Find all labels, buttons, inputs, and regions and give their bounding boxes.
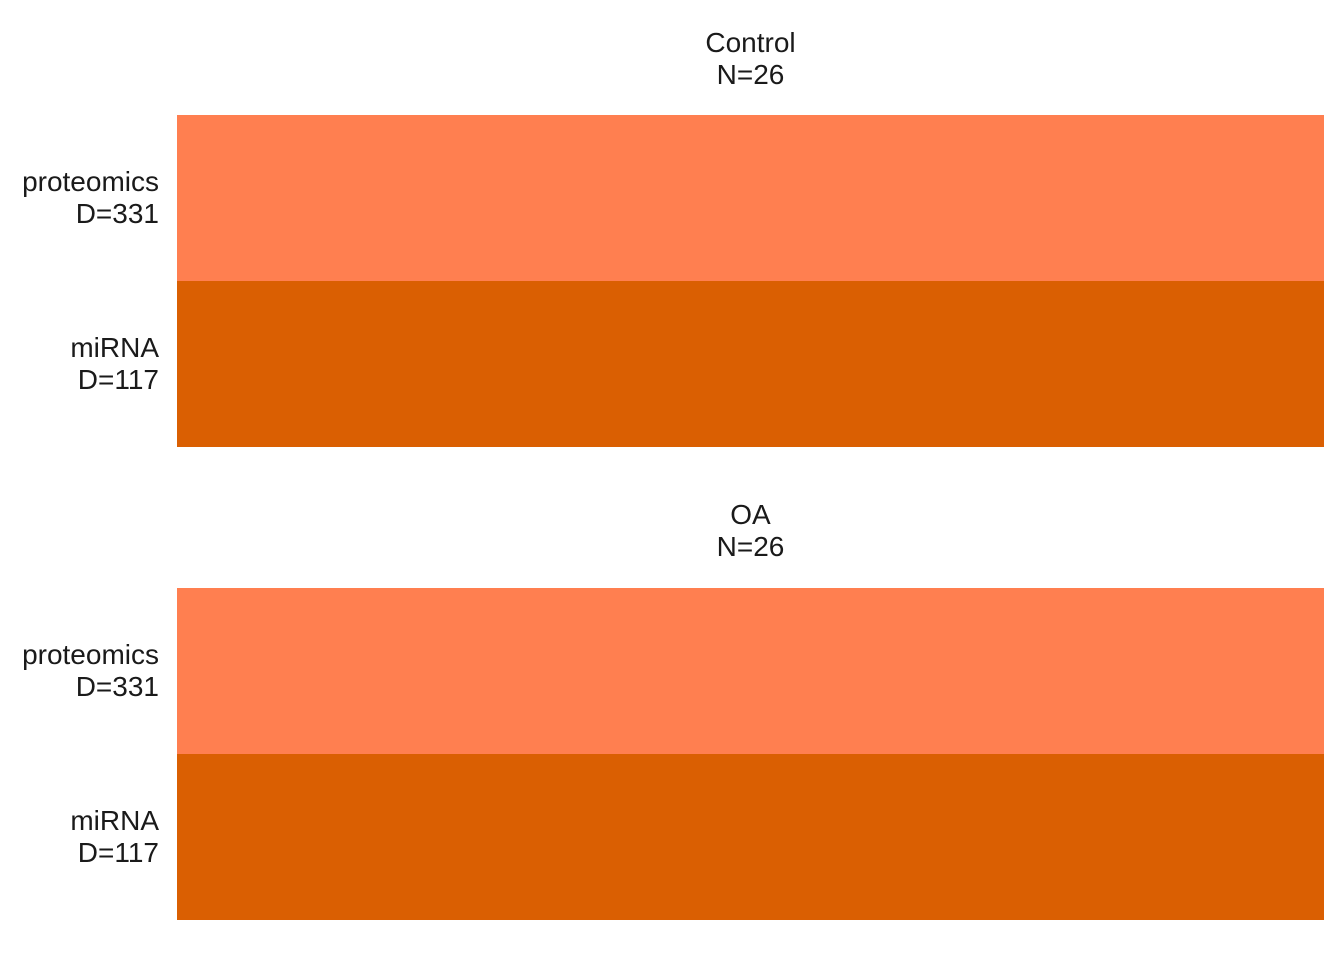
d-label: D=117 [77,837,159,868]
n-label: N=26 [716,531,785,562]
panel-title: Control N=26 [177,27,1324,91]
omics-name: proteomics [22,166,159,197]
row-proteomics: proteomics D=331 [0,115,1344,281]
row-mirna: miRNA D=117 [0,281,1344,447]
group-label: OA [730,499,771,530]
omics-name: miRNA [70,805,159,836]
n-label: N=26 [716,59,785,90]
row-label: miRNA D=117 [0,332,159,396]
heatmap-tile [177,754,1324,920]
d-label: D=117 [77,364,159,395]
panel-title: OA N=26 [177,499,1324,563]
group-label: Control [705,27,796,58]
row-label: proteomics D=331 [0,166,159,230]
d-label: D=331 [75,671,159,702]
row-label: miRNA D=117 [0,805,159,869]
heatmap-tile [177,588,1324,754]
row-mirna: miRNA D=117 [0,754,1344,920]
omics-name: miRNA [70,332,159,363]
row-proteomics: proteomics D=331 [0,588,1344,754]
heatmap-tile [177,281,1324,447]
omics-name: proteomics [22,639,159,670]
row-label: proteomics D=331 [0,639,159,703]
heatmap-tile [177,115,1324,281]
d-label: D=331 [75,198,159,229]
